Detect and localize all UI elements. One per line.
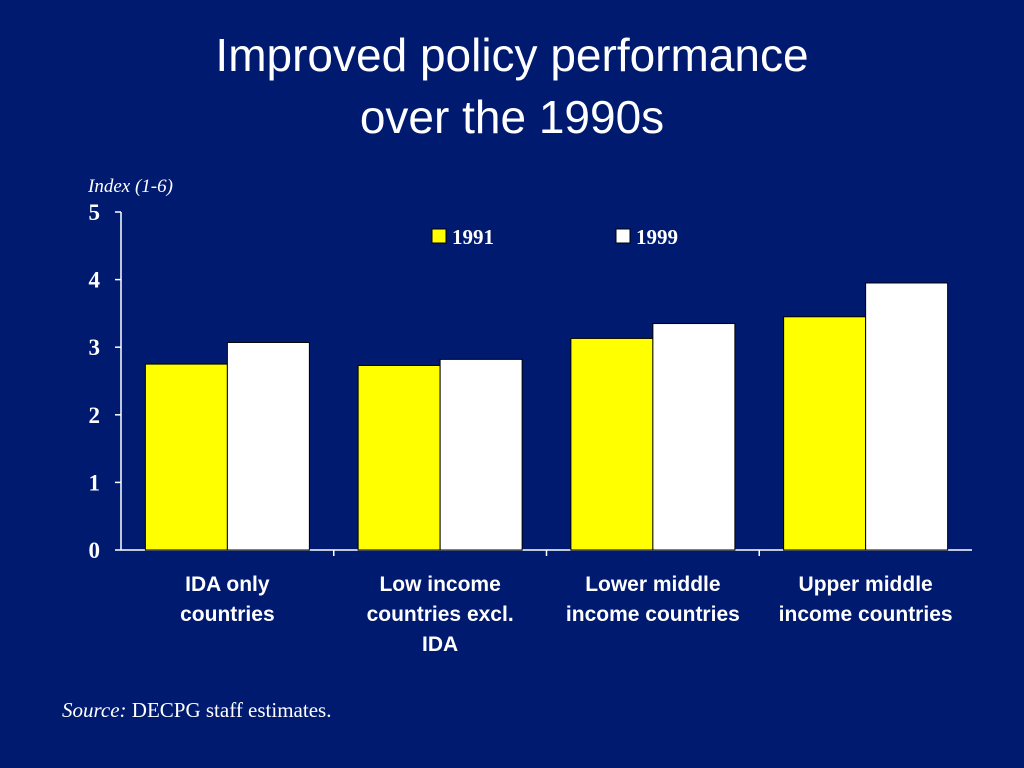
- y-tick-label: 1: [89, 470, 101, 495]
- bar-1991: [783, 316, 867, 551]
- x-tick-label: Upper middle: [799, 573, 933, 596]
- x-tick-label: Lower middle: [585, 573, 720, 596]
- bar-1999: [226, 341, 310, 551]
- x-tick-label: countries excl.: [367, 603, 514, 626]
- source-label: Source:: [62, 698, 127, 722]
- bar-1991: [570, 337, 654, 551]
- x-tick-label: income countries: [566, 603, 740, 626]
- source-text: DECPG staff estimates.: [131, 698, 332, 722]
- legend-swatch-1999: [615, 228, 631, 244]
- y-axis-label: Index (1-6): [87, 176, 173, 197]
- legend-swatch-1991: [431, 228, 447, 244]
- y-tick-label: 3: [89, 335, 101, 360]
- y-tick-label: 5: [89, 200, 101, 225]
- legend-label-1999: 1999: [636, 225, 678, 249]
- title-line-2: over the 1990s: [359, 91, 665, 143]
- y-tick-label: 4: [89, 268, 101, 293]
- bar-1999: [439, 358, 523, 551]
- bar-1991: [357, 364, 441, 551]
- bar-1999: [652, 323, 736, 551]
- x-tick-label: IDA only: [185, 573, 270, 596]
- x-tick-label: IDA: [422, 633, 458, 656]
- x-tick-label: countries: [180, 603, 275, 626]
- title-line-1: Improved policy performance: [215, 29, 809, 81]
- legend-label-1991: 1991: [452, 225, 494, 249]
- y-tick-label: 2: [89, 403, 101, 428]
- y-tick-label: 0: [89, 538, 101, 563]
- x-tick-label: income countries: [779, 603, 953, 626]
- bar-1999: [865, 282, 949, 551]
- source-note: Source: DECPG staff estimates.: [62, 698, 331, 723]
- x-tick-label: Low income: [379, 573, 500, 596]
- bar-1991: [144, 363, 228, 551]
